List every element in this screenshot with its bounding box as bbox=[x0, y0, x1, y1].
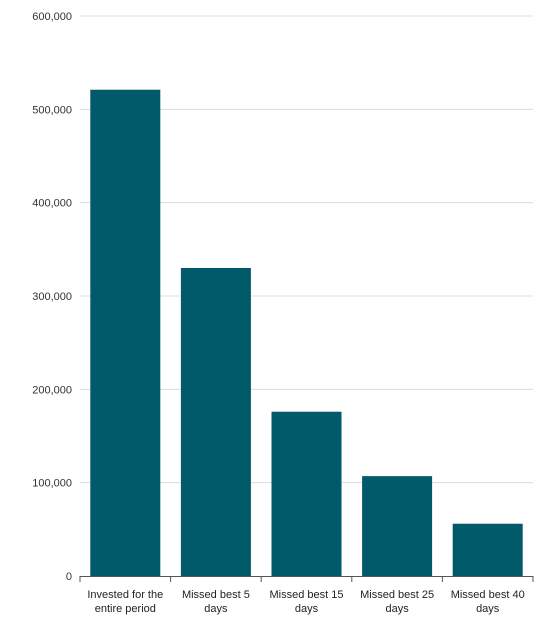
y-tick-label: 200,000 bbox=[32, 384, 72, 396]
y-tick-label: 100,000 bbox=[32, 478, 72, 490]
y-tick-label: 600,000 bbox=[32, 11, 72, 23]
x-tick-label: Missed best 15 days bbox=[270, 589, 344, 615]
bars bbox=[90, 89, 523, 576]
bar bbox=[271, 411, 342, 576]
bar bbox=[452, 523, 523, 576]
x-tick-label: Missed best 40 days bbox=[451, 589, 525, 615]
y-tick-labels: 0 100,000 200,000 300,000 400,000 500,000 600,… bbox=[32, 11, 72, 583]
x-tick-label: Missed best 25 days bbox=[360, 589, 434, 615]
x-tick-labels: Invested for the entire period Missed best… bbox=[87, 589, 524, 615]
bar bbox=[180, 268, 251, 576]
x-tick-label: Invested for the entire period bbox=[87, 589, 163, 615]
bar bbox=[90, 89, 161, 576]
y-tick-label: 0 bbox=[66, 571, 72, 583]
x-tick-label: Missed best 5 days bbox=[182, 589, 250, 615]
y-tick-label: 500,000 bbox=[32, 104, 72, 116]
bar bbox=[362, 476, 433, 576]
y-tick-label: 300,000 bbox=[32, 291, 72, 303]
y-tick-label: 400,000 bbox=[32, 198, 72, 210]
axes bbox=[79, 576, 534, 582]
